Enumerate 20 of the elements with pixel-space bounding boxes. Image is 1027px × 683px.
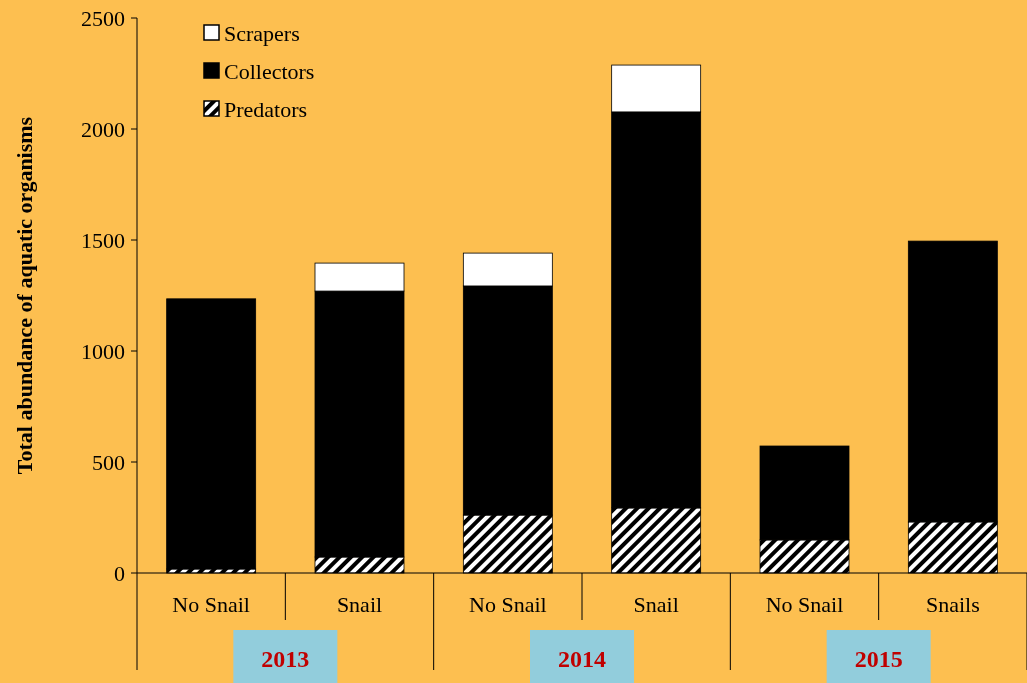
y-axis-title: Total abundance of aquatic organisms	[12, 116, 37, 475]
legend-label: Predators	[224, 96, 308, 122]
text: 2013	[261, 646, 310, 672]
x-tick-label: No Snail	[765, 592, 844, 617]
legend-label: Scrapers	[224, 20, 300, 46]
x-tick-label: Snail	[633, 592, 679, 617]
text: 2014	[558, 646, 606, 672]
x-tick-label: Snail	[336, 592, 383, 617]
y-tick-label: 2500	[81, 5, 125, 31]
y-tick-label: 2000	[81, 116, 125, 142]
x-tick-label: No Snail	[172, 592, 250, 617]
y-tick-label: 1000	[81, 338, 125, 364]
bar	[166, 298, 257, 570]
y-tick-label: 500	[92, 449, 125, 475]
x-tick-label: No Snail	[469, 592, 547, 617]
y-tick-label: 0	[114, 560, 125, 586]
y-tick-label: 1500	[81, 227, 125, 253]
x-tick-label: Snails	[925, 592, 980, 617]
legend-label: Collectors	[224, 58, 315, 84]
text: 2015	[854, 646, 903, 672]
